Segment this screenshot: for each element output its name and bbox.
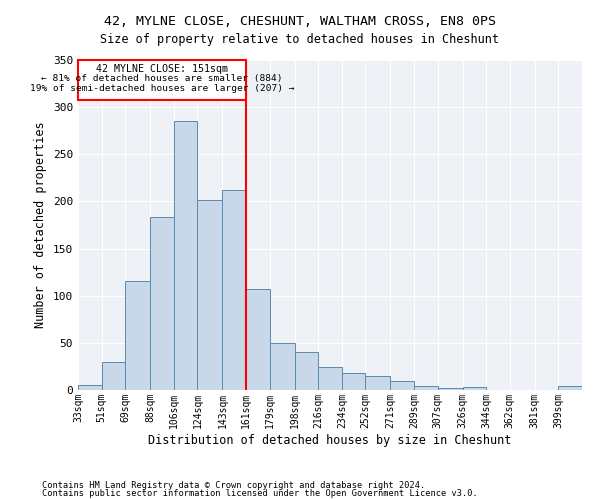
Bar (318, 368, 342, 390)
Bar (391, 380, 414, 390)
Bar (269, 343, 295, 390)
Bar (101, 362, 125, 390)
X-axis label: Distribution of detached houses by size in Cheshunt: Distribution of detached houses by size … (148, 434, 512, 446)
Bar (463, 387, 486, 390)
Bar (223, 190, 246, 390)
Bar (197, 200, 223, 390)
Text: 19% of semi-detached houses are larger (207) →: 19% of semi-detached houses are larger (… (30, 84, 294, 92)
Text: 42 MYLNE CLOSE: 151sqm: 42 MYLNE CLOSE: 151sqm (96, 64, 228, 74)
Bar (78, 386, 101, 390)
Bar (150, 216, 174, 390)
Bar (342, 373, 365, 390)
Text: Size of property relative to detached houses in Cheshunt: Size of property relative to detached ho… (101, 32, 499, 46)
FancyBboxPatch shape (78, 60, 246, 100)
Text: ← 81% of detached houses are smaller (884): ← 81% of detached houses are smaller (88… (41, 74, 283, 83)
Y-axis label: Number of detached properties: Number of detached properties (34, 122, 47, 328)
Bar (295, 352, 318, 390)
Text: 42, MYLNE CLOSE, CHESHUNT, WALTHAM CROSS, EN8 0PS: 42, MYLNE CLOSE, CHESHUNT, WALTHAM CROSS… (104, 15, 496, 28)
Bar (174, 122, 197, 390)
Text: Contains public sector information licensed under the Open Government Licence v3: Contains public sector information licen… (42, 489, 478, 498)
Bar (559, 386, 582, 390)
Text: Contains HM Land Registry data © Crown copyright and database right 2024.: Contains HM Land Registry data © Crown c… (42, 480, 425, 490)
Bar (437, 388, 463, 390)
Bar (414, 386, 437, 390)
Bar (246, 289, 269, 390)
Bar (125, 280, 150, 390)
Bar (365, 376, 391, 390)
